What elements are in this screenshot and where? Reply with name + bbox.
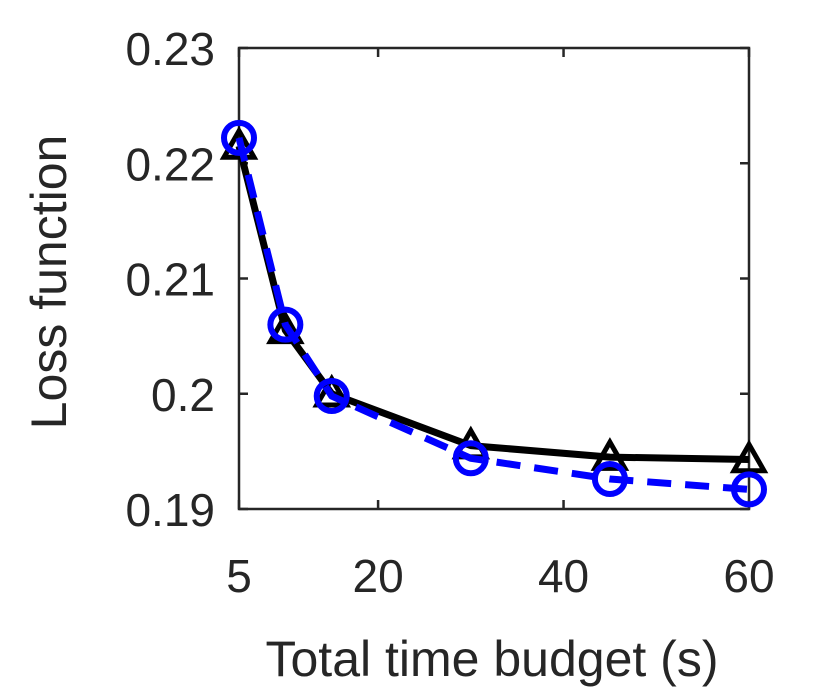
series-2-point bbox=[267, 306, 304, 343]
y-tick-label: 0.2 bbox=[151, 369, 215, 421]
series-1-point bbox=[729, 439, 769, 474]
y-tick-label: 0.21 bbox=[125, 254, 215, 306]
series-1-point bbox=[219, 125, 259, 160]
x-tick-label: 20 bbox=[353, 550, 404, 602]
axes-box bbox=[237, 46, 751, 511]
series-1-point bbox=[590, 437, 630, 471]
x-tick-label: 60 bbox=[723, 550, 774, 602]
series-2-point bbox=[452, 440, 489, 477]
series-2-point bbox=[731, 471, 767, 508]
x-tick-label: 5 bbox=[226, 550, 252, 602]
y-tick-label: 0.19 bbox=[125, 484, 215, 536]
series-1-line bbox=[235, 145, 750, 463]
plot-area: 5 20 40 60 0.19 0.2 0.21 0.22 0.23 bbox=[125, 23, 774, 602]
series-2-point bbox=[221, 119, 257, 156]
y-tick-label: 0.23 bbox=[125, 23, 215, 75]
y-tick-label: 0.22 bbox=[125, 138, 215, 190]
series-2-point bbox=[591, 461, 628, 498]
series-2-point bbox=[313, 378, 350, 415]
x-axis-label: Total time budget (s) bbox=[266, 631, 719, 687]
series-2-line bbox=[235, 137, 750, 493]
x-tick-label: 40 bbox=[538, 550, 589, 602]
y-axis-label: Loss function bbox=[21, 135, 77, 430]
series-1-point bbox=[312, 373, 352, 408]
